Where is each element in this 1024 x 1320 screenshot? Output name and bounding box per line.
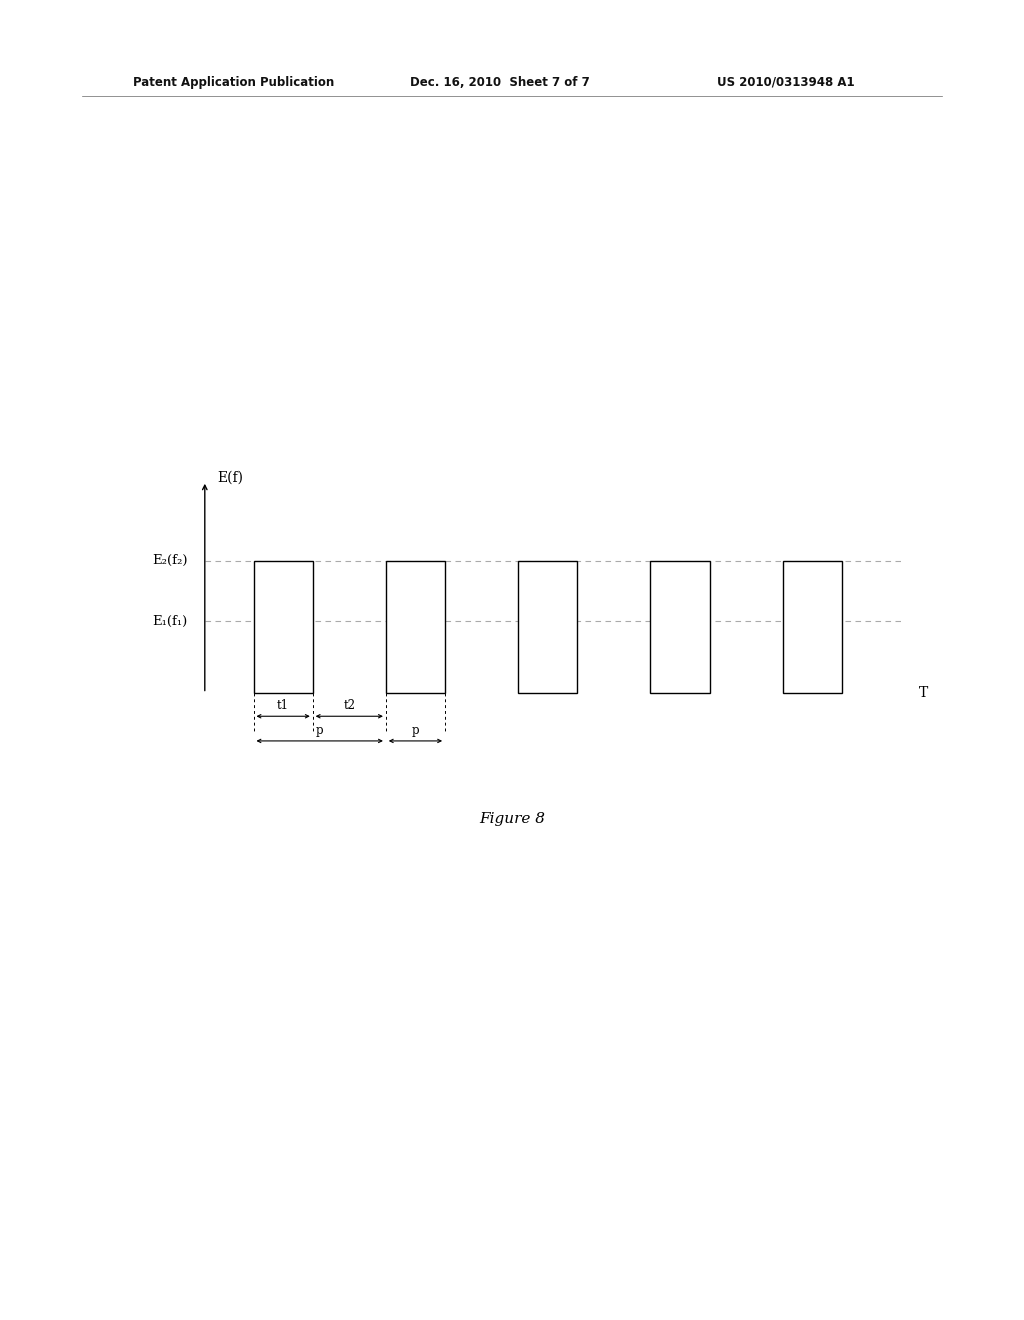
Text: t1: t1 bbox=[278, 700, 289, 713]
Text: E₁(f₁): E₁(f₁) bbox=[153, 615, 187, 628]
Text: Figure 8: Figure 8 bbox=[479, 812, 545, 826]
Text: Dec. 16, 2010  Sheet 7 of 7: Dec. 16, 2010 Sheet 7 of 7 bbox=[410, 75, 590, 88]
Bar bbox=[254, 561, 312, 693]
Text: E₂(f₂): E₂(f₂) bbox=[152, 554, 187, 568]
Bar bbox=[650, 561, 710, 693]
Text: Patent Application Publication: Patent Application Publication bbox=[133, 75, 335, 88]
Text: US 2010/0313948 A1: US 2010/0313948 A1 bbox=[717, 75, 854, 88]
Text: p: p bbox=[315, 725, 324, 737]
Bar bbox=[518, 561, 578, 693]
Text: E(f): E(f) bbox=[217, 471, 244, 484]
Text: p: p bbox=[412, 725, 419, 737]
Bar bbox=[386, 561, 445, 693]
Bar bbox=[782, 561, 842, 693]
Text: T: T bbox=[919, 686, 928, 701]
Text: t2: t2 bbox=[343, 700, 355, 713]
